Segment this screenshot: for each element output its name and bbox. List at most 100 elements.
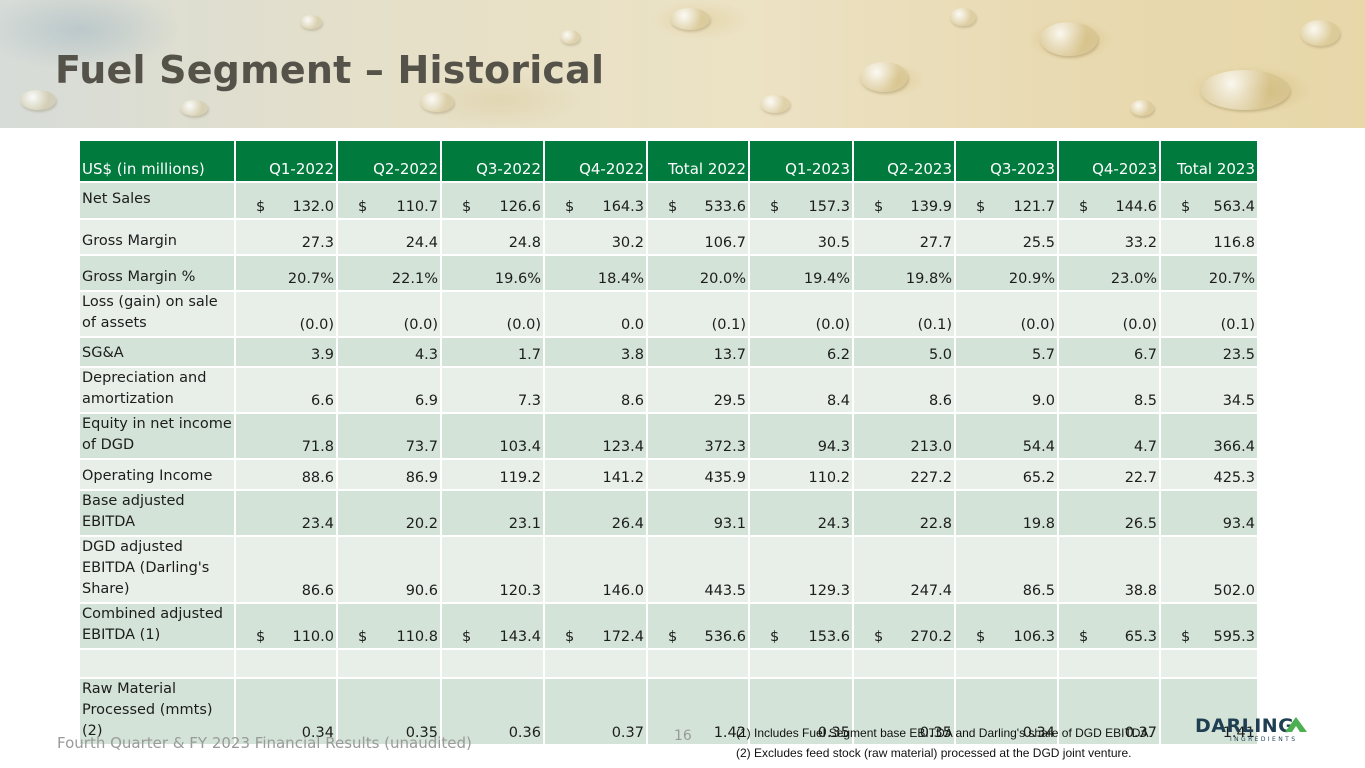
value-cell (544, 649, 648, 679)
currency-symbol: $ (668, 629, 678, 645)
cell-value: 213.0 (910, 439, 952, 455)
header-period-cell: Q4-2023 (1058, 141, 1161, 183)
row-label: Raw Material Processed (mmts) (2) (80, 678, 236, 746)
cell-value: 536.6 (704, 629, 746, 645)
cell-value: (0.0) (1020, 317, 1055, 333)
footer-subtitle: Fourth Quarter & FY 2023 Financial Resul… (57, 734, 472, 752)
value-cell: 24.8 (441, 219, 545, 256)
value-cell: 146.0 (544, 536, 648, 604)
header-period-cell: Q1-2022 (235, 141, 338, 183)
value-cell: 435.9 (647, 459, 750, 491)
cell-value: 27.3 (301, 235, 334, 251)
value-cell: 443.5 (647, 536, 750, 604)
cell-value: 65.3 (1124, 629, 1157, 645)
value-cell: (0.0) (337, 291, 442, 338)
cell-value: 20.7% (287, 271, 334, 287)
cell-value: 34.5 (1222, 393, 1255, 409)
table-row: Depreciation and amortization 6.6 6.9 7.3 8.… (80, 367, 1259, 414)
value-cell: 1.7 (441, 337, 545, 368)
value-cell: 0.37 (544, 678, 648, 746)
cell-value: 106.3 (1013, 629, 1055, 645)
cell-value: 54.4 (1022, 439, 1055, 455)
value-cell: 0.0 (544, 291, 648, 338)
cell-value: 8.6 (620, 393, 644, 409)
value-cell: 120.3 (441, 536, 545, 604)
value-cell (853, 649, 956, 679)
cell-value: 8.5 (1133, 393, 1157, 409)
value-cell (955, 649, 1059, 679)
row-label: DGD adjusted EBITDA (Darling's Share) (80, 536, 236, 604)
cell-value: 26.4 (611, 516, 644, 532)
cell-value: 270.2 (910, 629, 952, 645)
value-cell: 30.5 (749, 219, 854, 256)
cell-value: 6.9 (414, 393, 438, 409)
value-cell: 24.4 (337, 219, 442, 256)
row-label: Equity in net income of DGD (80, 413, 236, 460)
cell-value: 6.7 (1133, 347, 1157, 363)
currency-symbol: $ (874, 629, 884, 645)
value-cell: 8.6 (853, 367, 956, 414)
value-cell (647, 649, 750, 679)
cell-value: 6.6 (310, 393, 334, 409)
value-cell: 19.4% (749, 255, 854, 292)
cell-value: 372.3 (704, 439, 746, 455)
cell-value: 19.4% (803, 271, 850, 287)
header-period-cell: Q3-2023 (955, 141, 1059, 183)
water-droplet (670, 8, 710, 30)
cell-value: 0.35 (405, 725, 438, 741)
cell-value: 110.8 (396, 629, 438, 645)
header-period-cell: Q2-2023 (853, 141, 956, 183)
value-cell: $144.6 (1058, 182, 1161, 220)
value-cell: $121.7 (955, 182, 1059, 220)
value-cell: 93.1 (647, 490, 750, 537)
value-cell: $139.9 (853, 182, 956, 220)
row-label: Net Sales (80, 182, 236, 220)
value-cell: 103.4 (441, 413, 545, 460)
value-cell: 6.2 (749, 337, 854, 368)
value-cell: 29.5 (647, 367, 750, 414)
logo-wordmark: DARLING (1195, 715, 1295, 737)
darling-ingredients-logo: DARLING INGREDIENTS (1195, 715, 1310, 745)
cell-value: 26.5 (1124, 516, 1157, 532)
value-cell: (0.0) (441, 291, 545, 338)
currency-symbol: $ (668, 199, 678, 215)
value-cell: 372.3 (647, 413, 750, 460)
value-cell: 19.8% (853, 255, 956, 292)
fuel-segment-table: US$ (in millions) Q1-2022 Q2-2022 Q3-2022 Q4… (80, 141, 1259, 746)
value-cell: 0.35 (749, 678, 854, 746)
header-period-cell: Q3-2022 (441, 141, 545, 183)
cell-value: 71.8 (301, 439, 334, 455)
value-cell: 27.3 (235, 219, 338, 256)
cell-value: 23.5 (1222, 347, 1255, 363)
value-cell (235, 649, 338, 679)
cell-value: 9.0 (1031, 393, 1055, 409)
value-cell: (0.1) (1160, 291, 1259, 338)
cell-value: 1.41 (1222, 725, 1255, 741)
cell-value: 144.6 (1115, 199, 1157, 215)
header-banner-image (0, 0, 1365, 128)
value-cell: $270.2 (853, 603, 956, 650)
value-cell: 22.8 (853, 490, 956, 537)
value-cell: 71.8 (235, 413, 338, 460)
cell-value: 23.4 (301, 516, 334, 532)
currency-symbol: $ (462, 199, 472, 215)
value-cell: (0.0) (235, 291, 338, 338)
cell-value: 563.4 (1213, 199, 1255, 215)
value-cell: 0.35 (853, 678, 956, 746)
value-cell: 54.4 (955, 413, 1059, 460)
value-cell: $110.7 (337, 182, 442, 220)
value-cell: $157.3 (749, 182, 854, 220)
cell-value: 116.8 (1213, 235, 1255, 251)
currency-symbol: $ (565, 629, 575, 645)
footnote-2: (2) Excludes feed stock (raw material) p… (736, 746, 1132, 760)
table-row: DGD adjusted EBITDA (Darling's Share) 86.… (80, 536, 1259, 604)
green-triangle-icon (1285, 717, 1307, 732)
cell-value: 435.9 (704, 470, 746, 486)
value-cell: 22.1% (337, 255, 442, 292)
cell-value: 164.3 (602, 199, 644, 215)
value-cell: 20.2 (337, 490, 442, 537)
table-header-row: US$ (in millions) Q1-2022 Q2-2022 Q3-2022 Q4… (80, 141, 1259, 183)
value-cell: 25.5 (955, 219, 1059, 256)
row-label: Base adjusted EBITDA (80, 490, 236, 537)
cell-value: (0.0) (403, 317, 438, 333)
